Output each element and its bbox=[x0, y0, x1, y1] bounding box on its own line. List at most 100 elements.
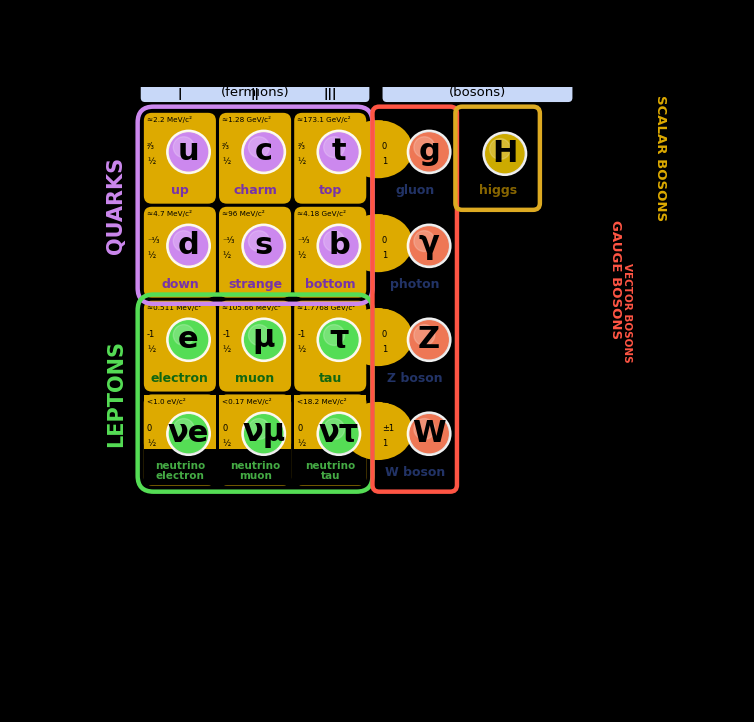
FancyBboxPatch shape bbox=[219, 206, 291, 297]
Text: W: W bbox=[412, 419, 446, 448]
Text: g: g bbox=[418, 137, 440, 166]
Text: ±1: ±1 bbox=[382, 424, 394, 432]
Text: 1: 1 bbox=[382, 251, 387, 261]
Circle shape bbox=[170, 321, 207, 359]
FancyBboxPatch shape bbox=[144, 113, 216, 204]
Text: -1: -1 bbox=[297, 330, 305, 339]
Circle shape bbox=[244, 321, 283, 359]
Text: Z: Z bbox=[418, 326, 440, 355]
Circle shape bbox=[410, 321, 448, 359]
Text: neutrino: neutrino bbox=[155, 461, 205, 471]
FancyBboxPatch shape bbox=[379, 206, 451, 297]
Text: I: I bbox=[178, 88, 182, 103]
Text: III: III bbox=[323, 88, 337, 103]
Text: higgs: higgs bbox=[479, 184, 516, 197]
Circle shape bbox=[244, 227, 283, 265]
FancyBboxPatch shape bbox=[294, 395, 366, 451]
Text: ½: ½ bbox=[222, 439, 230, 448]
Circle shape bbox=[414, 419, 435, 440]
Text: up: up bbox=[171, 184, 188, 197]
Circle shape bbox=[173, 419, 195, 440]
Circle shape bbox=[489, 139, 510, 160]
Circle shape bbox=[167, 130, 210, 173]
Text: ½: ½ bbox=[297, 251, 305, 261]
Circle shape bbox=[414, 136, 435, 157]
Text: ½: ½ bbox=[297, 345, 305, 355]
Circle shape bbox=[486, 135, 524, 173]
Text: ≈1.28 GeV/c²: ≈1.28 GeV/c² bbox=[222, 116, 271, 123]
FancyBboxPatch shape bbox=[144, 206, 216, 297]
Circle shape bbox=[248, 419, 269, 440]
Text: muon: muon bbox=[238, 471, 271, 482]
Text: tau: tau bbox=[320, 471, 340, 482]
Circle shape bbox=[242, 225, 286, 267]
Text: ≈80.39 GeV/c²: ≈80.39 GeV/c² bbox=[382, 398, 435, 405]
Text: ≈0.511 MeV/c²: ≈0.511 MeV/c² bbox=[147, 304, 201, 310]
Text: e: e bbox=[178, 326, 199, 355]
FancyBboxPatch shape bbox=[379, 113, 451, 204]
Text: <0.17 MeV/c²: <0.17 MeV/c² bbox=[222, 398, 271, 405]
Text: VECTOR BOSONS: VECTOR BOSONS bbox=[623, 264, 633, 363]
Text: gluon: gluon bbox=[395, 184, 434, 197]
Circle shape bbox=[167, 318, 210, 362]
FancyBboxPatch shape bbox=[379, 395, 451, 485]
Text: γ: γ bbox=[418, 231, 440, 261]
Text: muon: muon bbox=[235, 373, 274, 386]
FancyBboxPatch shape bbox=[294, 395, 366, 485]
Text: u: u bbox=[178, 137, 199, 166]
Text: H: H bbox=[492, 139, 517, 168]
Circle shape bbox=[320, 321, 358, 359]
Circle shape bbox=[170, 133, 207, 171]
Text: QUARKS: QUARKS bbox=[106, 157, 126, 253]
Text: ≈124.97 GeV/c²: ≈124.97 GeV/c² bbox=[464, 116, 523, 123]
Bar bbox=[294, 395, 366, 449]
Text: electron: electron bbox=[151, 373, 209, 386]
Text: -1: -1 bbox=[222, 330, 231, 339]
Circle shape bbox=[320, 414, 358, 453]
FancyBboxPatch shape bbox=[294, 113, 366, 204]
Ellipse shape bbox=[343, 214, 412, 272]
Circle shape bbox=[323, 136, 345, 157]
FancyBboxPatch shape bbox=[461, 113, 534, 204]
Circle shape bbox=[410, 133, 448, 171]
Circle shape bbox=[242, 412, 286, 456]
Text: 0: 0 bbox=[382, 236, 387, 245]
Circle shape bbox=[167, 412, 210, 456]
Text: ⁻¹⁄₃: ⁻¹⁄₃ bbox=[147, 236, 159, 245]
Text: 0: 0 bbox=[222, 424, 228, 432]
Text: ≈105.66 MeV/c²: ≈105.66 MeV/c² bbox=[222, 304, 281, 310]
Circle shape bbox=[414, 230, 435, 251]
Bar bbox=[144, 395, 216, 449]
Circle shape bbox=[317, 318, 360, 362]
Circle shape bbox=[320, 227, 358, 265]
Text: bottom: bottom bbox=[305, 279, 356, 292]
Text: II: II bbox=[250, 88, 259, 103]
Text: strange: strange bbox=[228, 279, 282, 292]
Text: b: b bbox=[328, 231, 350, 261]
Text: ²⁄₃: ²⁄₃ bbox=[222, 142, 230, 151]
Text: ≈4.18 GeV/c²: ≈4.18 GeV/c² bbox=[297, 210, 346, 217]
Text: ½: ½ bbox=[222, 251, 230, 261]
Text: ½: ½ bbox=[297, 157, 305, 166]
FancyBboxPatch shape bbox=[294, 300, 366, 391]
Ellipse shape bbox=[343, 308, 412, 366]
Text: ≈2.2 MeV/c²: ≈2.2 MeV/c² bbox=[147, 116, 192, 123]
FancyBboxPatch shape bbox=[379, 300, 451, 391]
Circle shape bbox=[317, 130, 360, 173]
FancyBboxPatch shape bbox=[141, 66, 369, 102]
Text: ⁻¹⁄₃: ⁻¹⁄₃ bbox=[222, 236, 234, 245]
Circle shape bbox=[244, 133, 283, 171]
Text: ²⁄₃: ²⁄₃ bbox=[297, 142, 305, 151]
FancyBboxPatch shape bbox=[219, 395, 291, 485]
Text: ½: ½ bbox=[222, 157, 230, 166]
Text: (fermions): (fermions) bbox=[221, 86, 290, 99]
Text: ≈173.1 GeV/c²: ≈173.1 GeV/c² bbox=[297, 116, 351, 123]
Circle shape bbox=[173, 325, 195, 345]
Text: 0: 0 bbox=[382, 142, 387, 151]
Text: 1: 1 bbox=[382, 439, 387, 448]
Text: SCALAR BOSONS: SCALAR BOSONS bbox=[654, 95, 667, 222]
Circle shape bbox=[170, 414, 207, 453]
FancyBboxPatch shape bbox=[219, 395, 291, 451]
FancyBboxPatch shape bbox=[382, 66, 572, 102]
Bar bbox=[219, 395, 291, 449]
